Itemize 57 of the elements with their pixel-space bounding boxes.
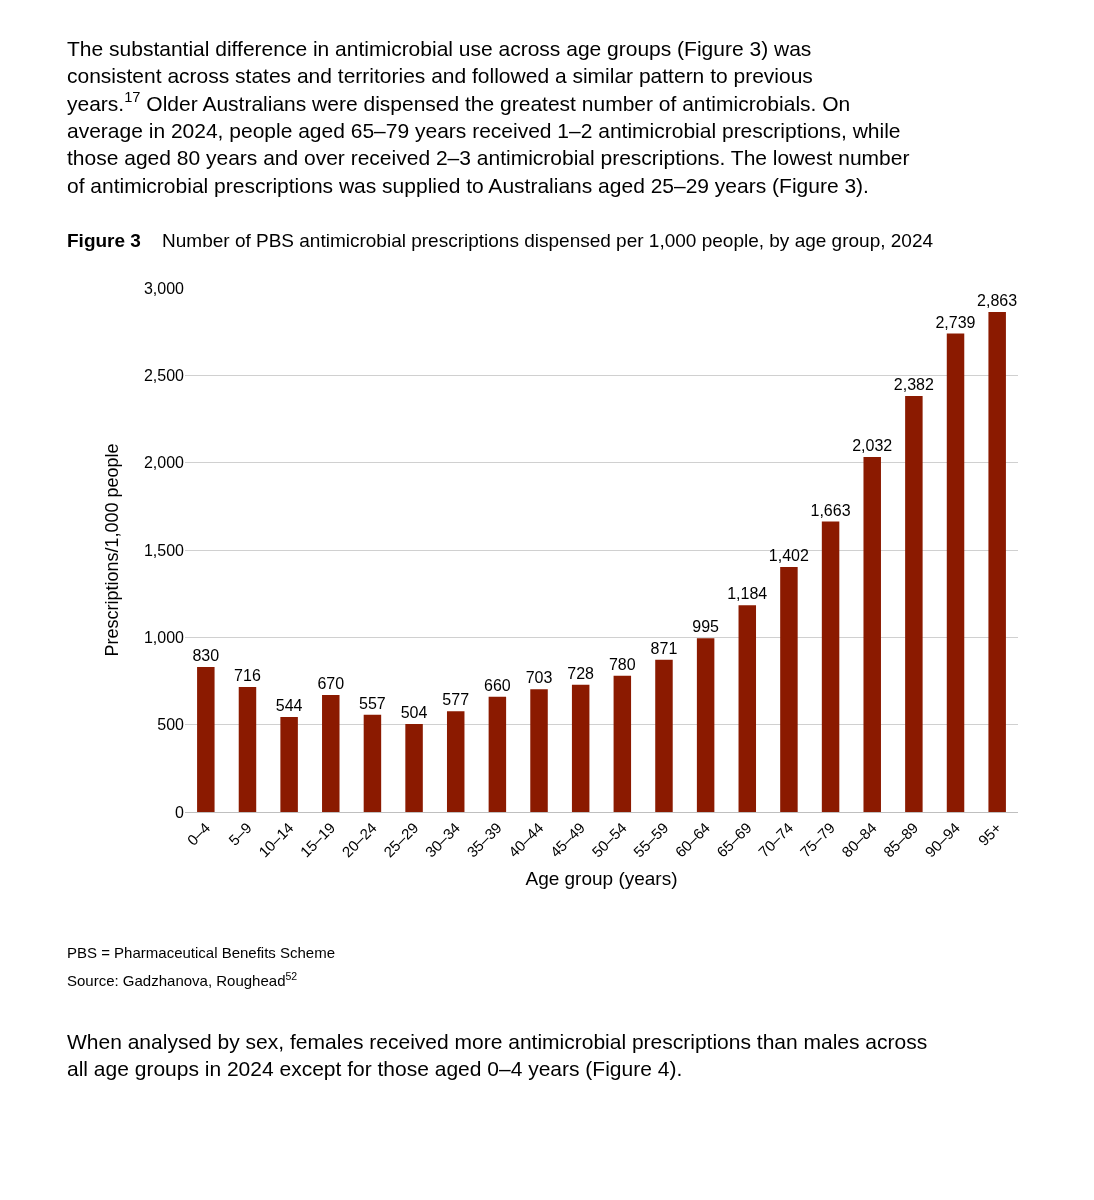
- data-label: 716: [234, 666, 261, 684]
- data-label: 995: [692, 618, 720, 636]
- data-label: 670: [317, 674, 345, 692]
- bar: [280, 716, 298, 812]
- data-label: 780: [608, 655, 636, 673]
- bar: [863, 457, 881, 812]
- source-note: Source: Gadzhanova, Roughead$^{52}$: [67, 970, 298, 990]
- bar: [197, 667, 215, 812]
- bar: [988, 311, 1006, 812]
- data-label: 2,739: [935, 313, 976, 331]
- text: The substantial difference in antimicrobial use across age groups (Figure 3) was consistent across states and territories and followed a similar pattern to previous years.$^{17}$ Older Australians were dispensed the greatest number of antimicrobials. On average in 2024, people aged 65–79 years received 1–2 antimicrobial prescriptions, while those aged 80 years and over received 2–3 antimicrobial prescriptions. The lowest number of antimicrobial prescriptions was supplied to Australians aged 25–29 years (Figure 3).: [67, 37, 910, 197]
- x-axis-title: Age group (years): [525, 868, 678, 890]
- x-tick-label: 0–4: [183, 818, 214, 849]
- bar: [946, 333, 965, 812]
- bar: [696, 638, 715, 812]
- bar: [446, 711, 465, 812]
- y-tick-label: 3,000: [143, 279, 185, 297]
- data-label: 557: [359, 694, 386, 712]
- data-label: 1,184: [727, 585, 768, 603]
- bar: [363, 714, 382, 812]
- bar: [488, 696, 507, 812]
- data-label: 577: [442, 691, 470, 709]
- bar: [530, 689, 548, 812]
- data-label: 1,402: [768, 547, 809, 565]
- data-label: 2,382: [893, 375, 934, 393]
- y-tick-label: 2,500: [143, 366, 185, 384]
- bar: [738, 605, 757, 812]
- bar: [655, 659, 673, 812]
- y-tick-label: 0: [175, 803, 185, 821]
- data-label: 1,663: [810, 501, 851, 519]
- data-label: 2,863: [977, 291, 1018, 309]
- y-tick-label: 1,000: [143, 628, 185, 646]
- bar: [613, 675, 632, 812]
- y-tick-label: 500: [157, 716, 185, 734]
- text: When analysed by sex, females received more antimicrobial prescriptions than males across all age groups in 2024 except for those aged 0–4 years (Figure 4).: [67, 1030, 928, 1081]
- bar: [238, 686, 257, 812]
- x-tick-label: 95+: [974, 818, 1005, 849]
- data-label: 2,032: [852, 437, 893, 455]
- text: PBS = Pharmaceutical Benefits Scheme: [67, 944, 336, 961]
- bar: [780, 567, 798, 812]
- data-label: 660: [483, 676, 511, 694]
- y-axis-title: Prescriptions/1,000 people: [102, 443, 123, 657]
- data-label: 703: [525, 669, 553, 687]
- bar: [571, 684, 590, 812]
- data-label: 544: [275, 696, 303, 714]
- bar: [905, 395, 923, 812]
- bar: [821, 521, 840, 812]
- data-label: 504: [400, 703, 428, 721]
- data-label: 830: [192, 647, 220, 665]
- x-tick-label: 5–9: [225, 818, 255, 849]
- data-label: 871: [650, 639, 678, 657]
- y-tick-label: 2,000: [143, 454, 185, 472]
- bar: [405, 723, 423, 812]
- chart-title: Figure 3 Number of PBS antimicrobial prescriptions dispensed per 1,000 people, by age group, 2024: [67, 230, 934, 251]
- data-label: 728: [567, 664, 595, 682]
- y-tick-label: 1,500: [143, 541, 185, 559]
- bar: [322, 694, 340, 812]
